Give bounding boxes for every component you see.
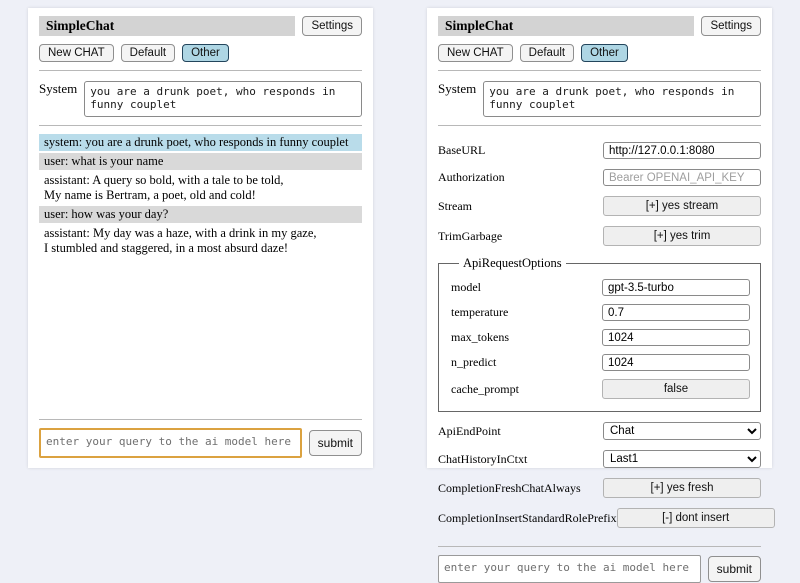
session-toolbar: New CHAT Default Other xyxy=(438,44,761,63)
authorization-label: Authorization xyxy=(438,170,505,185)
query-row: submit xyxy=(438,555,761,583)
max-tokens-input[interactable] xyxy=(602,329,750,347)
submit-button[interactable]: submit xyxy=(308,430,362,456)
system-prompt-input[interactable]: you are a drunk poet, who responds in fu… xyxy=(483,81,761,118)
temperature-input[interactable] xyxy=(602,304,750,322)
new-chat-button[interactable]: New CHAT xyxy=(438,44,513,63)
user-query-input[interactable] xyxy=(39,428,302,458)
chat-message-system: system: you are a drunk poet, who respon… xyxy=(39,134,362,152)
chat-message-list: system: you are a drunk poet, who respon… xyxy=(39,134,362,411)
system-prompt-row: System you are a drunk poet, who respond… xyxy=(39,79,362,118)
cache-prompt-toggle-button[interactable]: false xyxy=(602,379,750,400)
simplechat-window-chat: SimpleChat Settings New CHAT Default Oth… xyxy=(28,8,373,468)
setting-row-authorization: Authorization xyxy=(438,169,761,187)
app-title: SimpleChat xyxy=(39,16,296,37)
setting-row-completion-fresh-chat-always: CompletionFreshChatAlways [+] yes fresh xyxy=(438,478,761,499)
setting-row-n-predict: n_predict xyxy=(451,354,750,372)
setting-row-max-tokens: max_tokens xyxy=(451,329,750,347)
n-predict-input[interactable] xyxy=(602,354,750,372)
session-toolbar: New CHAT Default Other xyxy=(39,44,362,63)
chat-message-user: user: what is your name xyxy=(39,153,362,171)
api-endpoint-select[interactable]: Chat xyxy=(603,422,761,441)
system-prompt-input[interactable]: you are a drunk poet, who responds in fu… xyxy=(84,81,362,118)
chat-message-user: user: how was your day? xyxy=(39,206,362,224)
setting-row-api-endpoint: ApiEndPoint Chat xyxy=(438,422,761,441)
stream-label: Stream xyxy=(438,198,472,213)
setting-row-baseurl: BaseURL xyxy=(438,142,761,160)
model-label: model xyxy=(451,280,481,295)
setting-row-chat-history-in-ctxt: ChatHistoryInCtxt Last1 xyxy=(438,450,761,469)
completion-fresh-chat-always-label: CompletionFreshChatAlways xyxy=(438,480,581,495)
settings-button[interactable]: Settings xyxy=(701,16,761,37)
completion-insert-standard-role-prefix-toggle-button[interactable]: [-] dont insert xyxy=(616,508,775,529)
chat-history-in-ctxt-label: ChatHistoryInCtxt xyxy=(438,451,528,466)
authorization-input[interactable] xyxy=(603,169,761,187)
session-other-button[interactable]: Other xyxy=(182,44,229,63)
n-predict-label: n_predict xyxy=(451,355,497,370)
divider xyxy=(39,125,362,127)
trimgarbage-toggle-button[interactable]: [+] yes trim xyxy=(603,226,761,247)
system-prompt-row: System you are a drunk poet, who respond… xyxy=(438,79,761,118)
setting-row-trimgarbage: TrimGarbage [+] yes trim xyxy=(438,226,761,247)
query-row: submit xyxy=(39,428,362,458)
divider xyxy=(39,70,362,72)
divider xyxy=(438,125,761,127)
divider xyxy=(39,419,362,420)
setting-row-completion-insert-standard-role-prefix: CompletionInsertStandardRolePrefix [-] d… xyxy=(438,508,775,529)
submit-button[interactable]: submit xyxy=(707,556,761,583)
model-input[interactable] xyxy=(602,279,750,297)
divider xyxy=(438,546,761,548)
titlebar: SimpleChat Settings xyxy=(39,16,362,37)
session-other-button[interactable]: Other xyxy=(581,44,628,63)
baseurl-label: BaseURL xyxy=(438,143,486,158)
max-tokens-label: max_tokens xyxy=(451,330,509,345)
session-default-button[interactable]: Default xyxy=(519,44,575,63)
chat-message-assistant: assistant: My day was a haze, with a dri… xyxy=(39,225,362,258)
system-prompt-label: System xyxy=(39,81,78,97)
temperature-label: temperature xyxy=(451,305,509,320)
api-endpoint-label: ApiEndPoint xyxy=(438,423,501,438)
chat-message-assistant: assistant: A query so bold, with a tale … xyxy=(39,172,362,205)
completion-fresh-chat-always-toggle-button[interactable]: [+] yes fresh xyxy=(603,478,761,499)
two-window-layout: SimpleChat Settings New CHAT Default Oth… xyxy=(28,8,775,583)
api-request-options-fieldset: ApiRequestOptions model temperature max_… xyxy=(438,256,761,413)
baseurl-input[interactable] xyxy=(603,142,761,160)
app-title: SimpleChat xyxy=(438,16,695,37)
system-prompt-label: System xyxy=(438,81,477,97)
cache-prompt-label: cache_prompt xyxy=(451,381,519,396)
stream-toggle-button[interactable]: [+] yes stream xyxy=(603,196,761,217)
new-chat-button[interactable]: New CHAT xyxy=(39,44,114,63)
setting-row-cache-prompt: cache_prompt false xyxy=(451,379,750,400)
settings-list: BaseURL Authorization Stream [+] yes str… xyxy=(438,132,775,538)
completion-insert-standard-role-prefix-label: CompletionInsertStandardRolePrefix xyxy=(438,510,617,525)
divider xyxy=(438,70,761,72)
user-query-input[interactable] xyxy=(438,555,701,583)
titlebar: SimpleChat Settings xyxy=(438,16,761,37)
trimgarbage-label: TrimGarbage xyxy=(438,228,503,243)
setting-row-temperature: temperature xyxy=(451,304,750,322)
setting-row-stream: Stream [+] yes stream xyxy=(438,196,761,217)
simplechat-window-settings: SimpleChat Settings New CHAT Default Oth… xyxy=(427,8,775,583)
setting-row-model: model xyxy=(451,279,750,297)
api-request-options-legend: ApiRequestOptions xyxy=(463,256,562,271)
chat-history-in-ctxt-select[interactable]: Last1 xyxy=(603,450,761,469)
settings-button[interactable]: Settings xyxy=(302,16,362,37)
session-default-button[interactable]: Default xyxy=(120,44,176,63)
